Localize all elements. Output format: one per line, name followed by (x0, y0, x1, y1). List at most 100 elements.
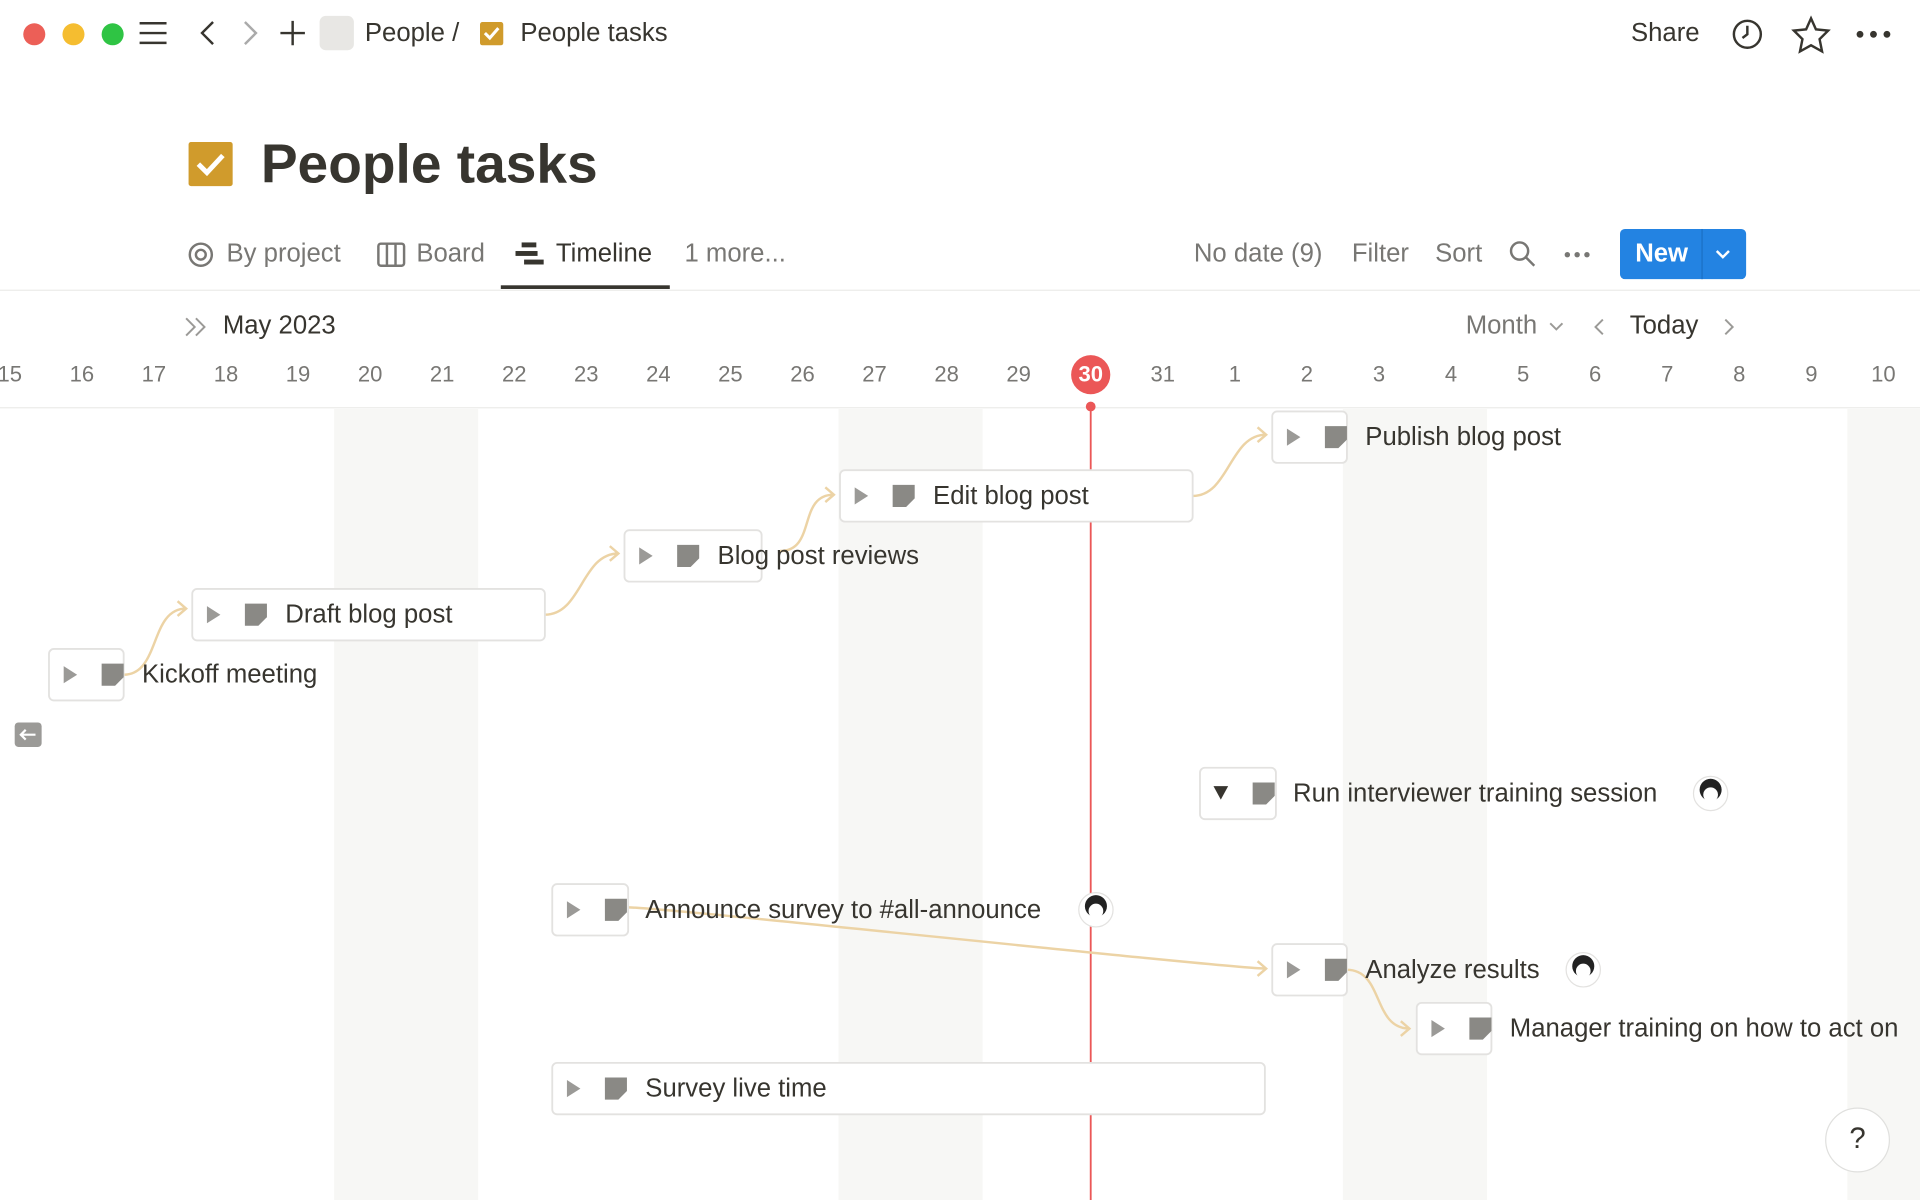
toggle-arrow[interactable] (63, 666, 78, 684)
toggle-arrow[interactable] (1213, 786, 1229, 800)
view-tab[interactable]: Board (416, 239, 485, 267)
toggle-arrow[interactable] (1286, 428, 1301, 446)
updates-button[interactable] (1732, 19, 1763, 49)
task-item[interactable]: Announce survey to #all-announce (551, 883, 1114, 937)
dependency-line (628, 906, 1269, 977)
filter-button[interactable]: Filter (1352, 239, 1410, 267)
day-label: 29 (1006, 362, 1031, 387)
task-item[interactable]: Edit blog post (839, 469, 1194, 523)
avatar-face (1088, 903, 1104, 919)
workspace-icon (319, 15, 354, 51)
page-icon (1324, 958, 1347, 981)
day-label: 28 (934, 362, 959, 387)
day-label: 20 (358, 362, 383, 387)
back-button[interactable] (200, 21, 214, 45)
avatar-face (1703, 787, 1718, 803)
nav-icons (139, 20, 305, 46)
scale-select[interactable]: Month (1466, 312, 1537, 340)
page-icon (604, 1077, 627, 1100)
task-item[interactable]: Publish blog post (1271, 410, 1561, 464)
task-label[interactable]: Analyze results (1365, 956, 1539, 984)
day-label: 26 (790, 362, 815, 387)
task-label[interactable]: Survey live time (645, 1075, 826, 1103)
share-button[interactable]: Share (1631, 19, 1700, 47)
task-item[interactable]: Manager training on how to act on (1415, 1001, 1899, 1056)
day-label: 8 (1733, 362, 1745, 387)
page-title: People tasks (261, 132, 598, 194)
task-item[interactable]: Analyze results (1271, 943, 1602, 997)
day-label: 1 (1229, 362, 1241, 387)
toggle-arrow[interactable] (566, 901, 581, 919)
toggle-arrow[interactable] (206, 606, 221, 624)
day-label: 23 (574, 362, 599, 387)
task-bar[interactable] (191, 588, 546, 642)
toggle-arrow[interactable] (566, 1080, 581, 1098)
day-label: 16 (70, 362, 95, 387)
toggle-arrow[interactable] (1286, 961, 1301, 979)
task-item[interactable]: Draft blog post (191, 588, 546, 642)
day-label: 18 (214, 362, 239, 387)
close-button[interactable] (23, 23, 46, 46)
weekend-shade (334, 408, 479, 1200)
new-button-label[interactable]: New (1635, 239, 1689, 267)
add-button[interactable] (280, 20, 305, 46)
view-tab-active[interactable]: Timeline (556, 239, 652, 267)
day-label: 24 (646, 362, 671, 387)
view-tab[interactable]: 1 more... (684, 239, 785, 267)
day-label: 25 (718, 362, 743, 387)
task-label[interactable]: Kickoff meeting (142, 661, 317, 689)
page-icon (1252, 782, 1275, 805)
day-label: 4 (1445, 362, 1457, 387)
weekend-shade (0, 1120, 52, 1200)
page-icon (101, 663, 124, 686)
zoom-button[interactable] (101, 23, 124, 46)
task-item[interactable]: Survey live time (551, 1061, 1266, 1116)
today-dot (1085, 401, 1096, 412)
day-label: 31 (1151, 362, 1176, 387)
toggle-arrow[interactable] (1431, 1020, 1445, 1038)
avatar-face (1575, 963, 1591, 979)
task-label[interactable]: Blog post reviews (718, 542, 919, 570)
task-label[interactable]: Publish blog post (1365, 423, 1561, 451)
page-icon (892, 484, 915, 507)
no-date-button[interactable]: No date (9) (1194, 239, 1323, 267)
today-marker (1071, 355, 1111, 395)
forward-button[interactable] (244, 21, 258, 45)
task-item[interactable]: Blog post reviews (623, 529, 919, 583)
new-button[interactable] (1620, 228, 1747, 280)
favorite-button[interactable] (1791, 15, 1831, 54)
search-button[interactable] (1509, 241, 1530, 261)
view-tab[interactable]: By project (227, 239, 341, 267)
task-label[interactable]: Edit blog post (933, 482, 1089, 510)
task-label[interactable]: Draft blog post (285, 601, 452, 629)
task-bar[interactable] (551, 1061, 1266, 1116)
task-bar[interactable] (839, 469, 1194, 523)
active-tab-indicator (500, 285, 670, 289)
help-label[interactable]: ? (1849, 1122, 1865, 1155)
day-label: 19 (286, 362, 311, 387)
weekend-shade (1342, 408, 1488, 1200)
breadcrumb[interactable]: People tasks (520, 19, 667, 47)
dependency-line (1346, 968, 1412, 1037)
toggle-arrow[interactable] (854, 487, 869, 505)
task-bar[interactable] (551, 883, 630, 937)
more-button[interactable] (1856, 30, 1891, 38)
day-label: 3 (1373, 362, 1385, 387)
day-label: 9 (1805, 362, 1817, 387)
page-icon (677, 544, 700, 567)
task-bar[interactable] (1199, 766, 1277, 821)
task-item[interactable]: Run interviewer training session (1199, 766, 1729, 821)
sort-button[interactable]: Sort (1435, 239, 1482, 267)
view-options-button[interactable] (1564, 252, 1590, 258)
task-label[interactable]: Manager training on how to act on (1510, 1015, 1899, 1043)
sidebar-button[interactable] (139, 22, 167, 45)
task-item[interactable]: Kickoff meeting (48, 648, 317, 702)
task-label[interactable]: Run interviewer training session (1293, 779, 1657, 807)
day-label: 22 (502, 362, 527, 387)
breadcrumb[interactable]: People / (365, 19, 460, 47)
task-label[interactable]: Announce survey to #all-announce (645, 896, 1041, 924)
today-button[interactable]: Today (1630, 312, 1699, 340)
help-button[interactable] (1825, 1107, 1890, 1173)
toggle-arrow[interactable] (639, 547, 653, 565)
minimize-button[interactable] (62, 23, 85, 46)
